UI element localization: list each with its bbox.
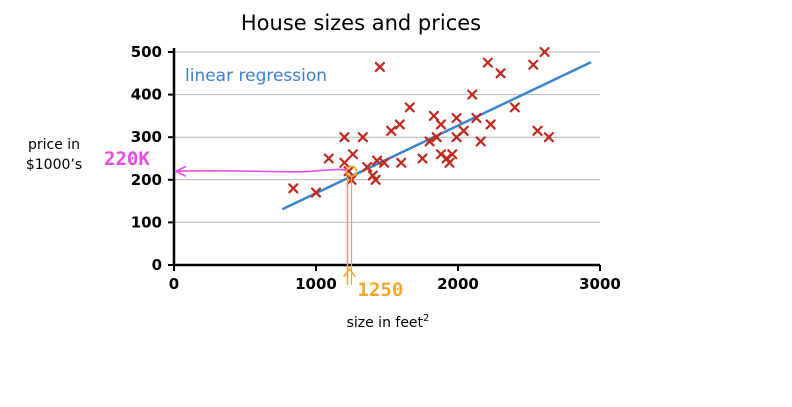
annotation-x-label: 1250 bbox=[358, 279, 404, 301]
data-point-17 bbox=[396, 157, 407, 168]
data-point-21 bbox=[428, 110, 439, 121]
x-tick-label-3000: 3000 bbox=[579, 275, 621, 293]
data-point-38 bbox=[528, 59, 539, 70]
data-point-31 bbox=[467, 89, 478, 100]
data-point-3 bbox=[339, 132, 350, 143]
x-tick-label-1000: 1000 bbox=[295, 275, 337, 293]
data-point-4 bbox=[339, 157, 350, 168]
data-point-35 bbox=[485, 119, 496, 130]
data-point-11 bbox=[370, 174, 381, 185]
y-tick-label-300: 300 bbox=[131, 128, 162, 146]
data-point-33 bbox=[475, 136, 486, 147]
chart-title: House sizes and prices bbox=[241, 11, 481, 35]
data-point-26 bbox=[444, 157, 455, 168]
data-point-16 bbox=[394, 119, 405, 130]
x-axis-label-sup: 2 bbox=[423, 313, 429, 324]
x-tick-label-0: 0 bbox=[169, 275, 179, 293]
y-tick-label-200: 200 bbox=[131, 171, 162, 189]
data-point-24 bbox=[435, 119, 447, 130]
data-point-34 bbox=[482, 57, 493, 68]
annotation-x-arrowhead bbox=[342, 267, 357, 278]
data-point-39 bbox=[532, 125, 543, 136]
x-axis-label-text: size in feet bbox=[347, 315, 424, 331]
grid-lines bbox=[174, 51, 600, 223]
y-tick-label-0: 0 bbox=[152, 256, 162, 274]
data-point-36 bbox=[495, 68, 506, 79]
data-point-7 bbox=[347, 149, 359, 160]
y-axis-label-line1: price in bbox=[28, 137, 80, 153]
annotation-group: 220K 1250 bbox=[104, 148, 403, 301]
data-point-32 bbox=[471, 112, 482, 124]
data-point-2 bbox=[323, 153, 334, 164]
data-point-41 bbox=[543, 132, 554, 143]
data-point-1 bbox=[310, 187, 322, 198]
y-tick-label-100: 100 bbox=[131, 213, 162, 231]
x-tick-label-2000: 2000 bbox=[437, 275, 479, 293]
data-points bbox=[288, 46, 554, 198]
data-point-19 bbox=[417, 153, 428, 164]
axes bbox=[168, 48, 601, 271]
data-point-15 bbox=[386, 125, 397, 136]
annotation-y-label: 220K bbox=[104, 148, 150, 170]
data-point-27 bbox=[447, 149, 458, 160]
data-point-5 bbox=[343, 166, 354, 177]
data-point-14 bbox=[379, 157, 390, 168]
data-point-8 bbox=[357, 132, 368, 143]
data-point-0 bbox=[288, 183, 299, 194]
x-axis-label: size in feet2 bbox=[347, 313, 430, 331]
data-point-20 bbox=[424, 136, 435, 147]
y-tick-label-400: 400 bbox=[131, 86, 162, 104]
data-point-30 bbox=[458, 125, 469, 136]
data-point-40 bbox=[539, 46, 550, 58]
data-point-13 bbox=[374, 61, 385, 73]
data-point-22 bbox=[431, 132, 442, 143]
annotation-horizontal-line bbox=[175, 168, 348, 173]
data-point-9 bbox=[362, 161, 373, 173]
data-point-37 bbox=[509, 102, 520, 113]
y-axis-label-line2: $1000’s bbox=[26, 157, 82, 173]
annotation-y-arrowhead bbox=[174, 165, 187, 177]
data-point-29 bbox=[451, 112, 462, 124]
y-tick-label-500: 500 bbox=[131, 43, 162, 61]
legend-label-linear-regression: linear regression bbox=[185, 66, 327, 86]
tick-labels: 0 100 200 300 400 500 0 1000 2000 3000 bbox=[131, 43, 621, 293]
data-point-18 bbox=[404, 102, 415, 113]
